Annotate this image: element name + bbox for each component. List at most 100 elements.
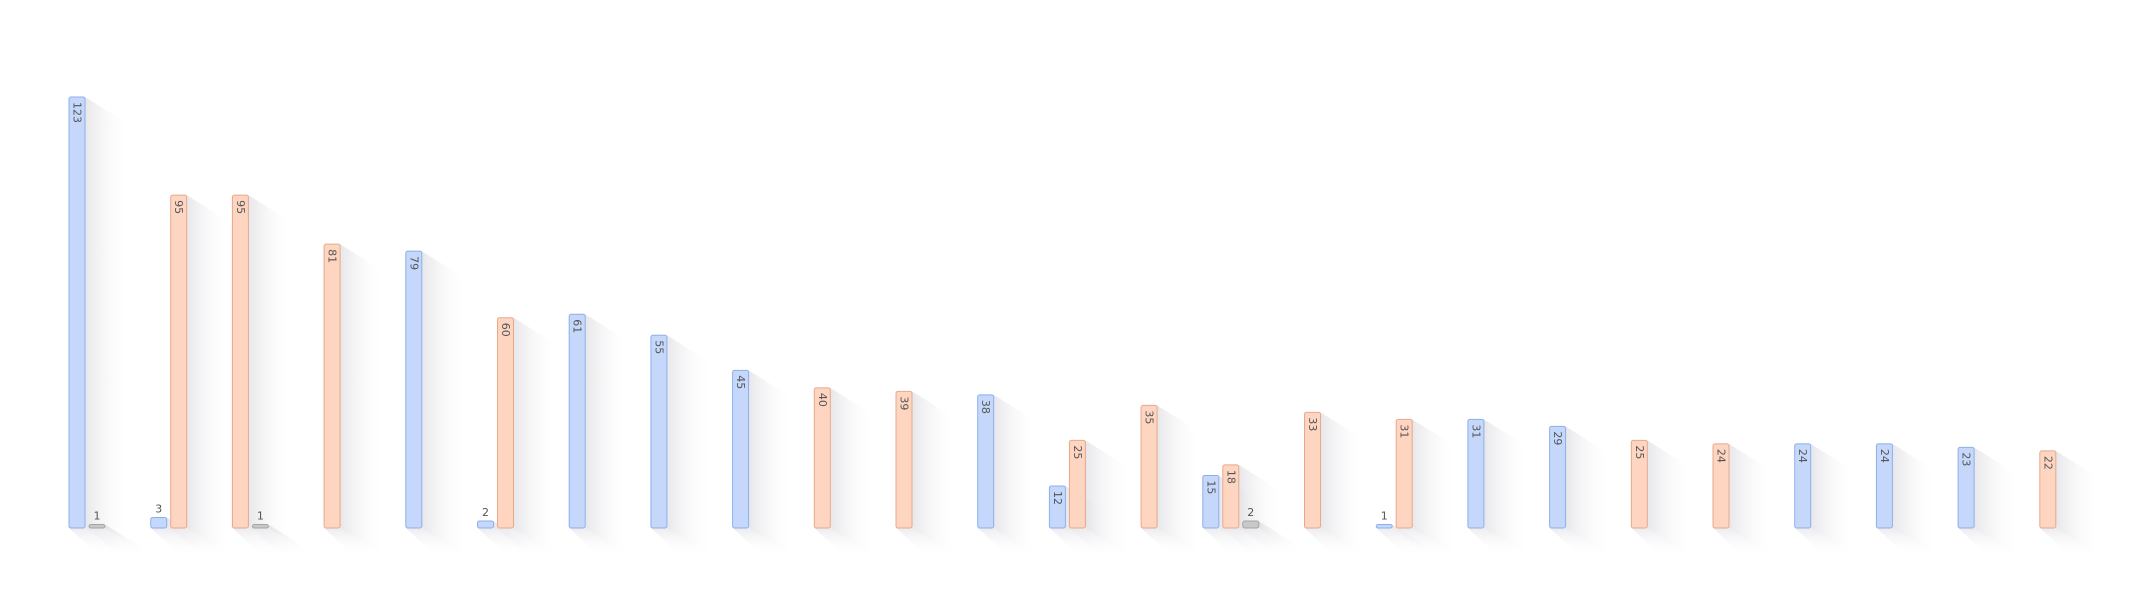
bar-shadow — [186, 195, 232, 556]
bar — [1794, 443, 1812, 529]
bar-floor-shadow — [324, 528, 386, 556]
bar-shadow — [421, 251, 467, 556]
bar-shadow — [1157, 405, 1203, 556]
bar-floor-shadow — [1549, 528, 1611, 556]
bar — [150, 516, 168, 529]
bar-shadow — [268, 524, 314, 556]
bar — [1712, 443, 1730, 529]
bar-floor-shadow — [497, 528, 559, 556]
bar-value-label: 18 — [1224, 470, 1237, 484]
bar-shadow — [1565, 426, 1611, 556]
bar-shadow — [2055, 450, 2101, 556]
bar-value-label: 55 — [652, 340, 665, 354]
bar-shadows — [69, 97, 2101, 557]
bar-floor-shadow — [1242, 528, 1304, 556]
bar — [1140, 404, 1158, 529]
bar — [1395, 418, 1413, 529]
bar-value-label: 1 — [94, 509, 101, 522]
bar-floor-shadow — [89, 528, 150, 556]
bar-floor-shadow — [1794, 528, 1856, 556]
bar-shadow — [248, 195, 294, 556]
bar — [1048, 485, 1066, 529]
bar-value-label: 33 — [1306, 417, 1319, 431]
bar — [895, 390, 913, 529]
bar — [977, 394, 995, 529]
bar-value-label: 81 — [326, 249, 339, 263]
bar-shadow — [340, 244, 386, 557]
bar-value-label: 12 — [1051, 491, 1064, 505]
bar-shadow — [1647, 440, 1693, 556]
bar — [68, 96, 86, 529]
bar-floor-shadow — [1069, 528, 1131, 556]
bar — [1304, 411, 1321, 529]
bar-value-label: 23 — [1960, 452, 1973, 466]
bar-floor-shadow — [252, 528, 314, 556]
bar-shadow — [1483, 419, 1529, 556]
bar-floor-shadow — [1713, 528, 1774, 556]
bar-shadow — [912, 391, 957, 556]
bar-shadow — [585, 314, 631, 556]
bar-value-label: 45 — [734, 375, 747, 389]
bar-value-label: 15 — [1204, 480, 1217, 494]
bar — [1875, 443, 1893, 529]
bar-floor-shadow — [977, 528, 1039, 556]
bar-value-label: 1 — [1381, 509, 1388, 522]
bar-shadow — [1892, 443, 1938, 556]
bar-value-label: 31 — [1398, 424, 1411, 438]
bar-floor-shadow — [732, 528, 794, 556]
bar — [405, 250, 423, 529]
bar-shadow — [666, 335, 712, 556]
bar — [650, 334, 668, 529]
bar — [2039, 450, 2057, 529]
bar-value-label: 24 — [1878, 449, 1891, 463]
bar-floor-shadow — [1876, 528, 1938, 556]
bar-floor-shadow — [1141, 528, 1203, 556]
bar-shadow — [85, 97, 130, 556]
bar — [170, 194, 188, 529]
bar-value-label: 39 — [898, 396, 911, 410]
bar-floor-shadow — [1631, 528, 1693, 556]
bar-floor-shadow — [1467, 528, 1529, 556]
bar — [1222, 464, 1240, 529]
bar — [1242, 520, 1260, 529]
bar — [88, 523, 106, 529]
bar-shadow — [1258, 520, 1304, 556]
bar — [1957, 446, 1975, 529]
bar — [1467, 418, 1485, 529]
bar-value-label: 40 — [816, 393, 829, 407]
bar — [1630, 439, 1648, 529]
bar-value-label: 79 — [407, 256, 420, 270]
bar — [732, 369, 750, 529]
bar-value-label: 2 — [1247, 506, 1254, 519]
bar — [497, 317, 514, 529]
bar-floor-shadow — [650, 528, 712, 556]
bar — [1549, 425, 1567, 529]
bar-shadow — [748, 370, 794, 556]
bar-value-label: 25 — [1071, 445, 1084, 459]
bar-shadow — [1729, 443, 1774, 556]
bar — [477, 520, 494, 529]
bar-value-label: 3 — [155, 502, 162, 515]
bar-value-label: 22 — [2041, 456, 2054, 470]
bar-value-label: 25 — [1633, 445, 1646, 459]
bar — [1375, 523, 1393, 529]
bar-value-label: 31 — [1469, 424, 1482, 438]
bar-value-label: 60 — [499, 323, 512, 337]
bar-value-label: 95 — [172, 200, 185, 214]
bar-value-label: 38 — [979, 400, 992, 414]
bar-shadow — [1085, 440, 1131, 556]
bar-value-label: 61 — [571, 319, 584, 333]
bar-shadow — [105, 524, 150, 556]
bar-shadow — [1412, 419, 1458, 556]
bar-shadow — [513, 317, 559, 556]
bar-shadow — [1320, 412, 1366, 556]
bar-value-label: 24 — [1715, 449, 1728, 463]
bar-shadow — [830, 387, 876, 556]
bar-value-label: 1 — [257, 509, 264, 522]
bar-shadow — [1810, 443, 1856, 556]
bar-floor-shadow — [896, 528, 957, 556]
bar — [1202, 474, 1220, 529]
bar-floor-shadow — [569, 528, 631, 556]
